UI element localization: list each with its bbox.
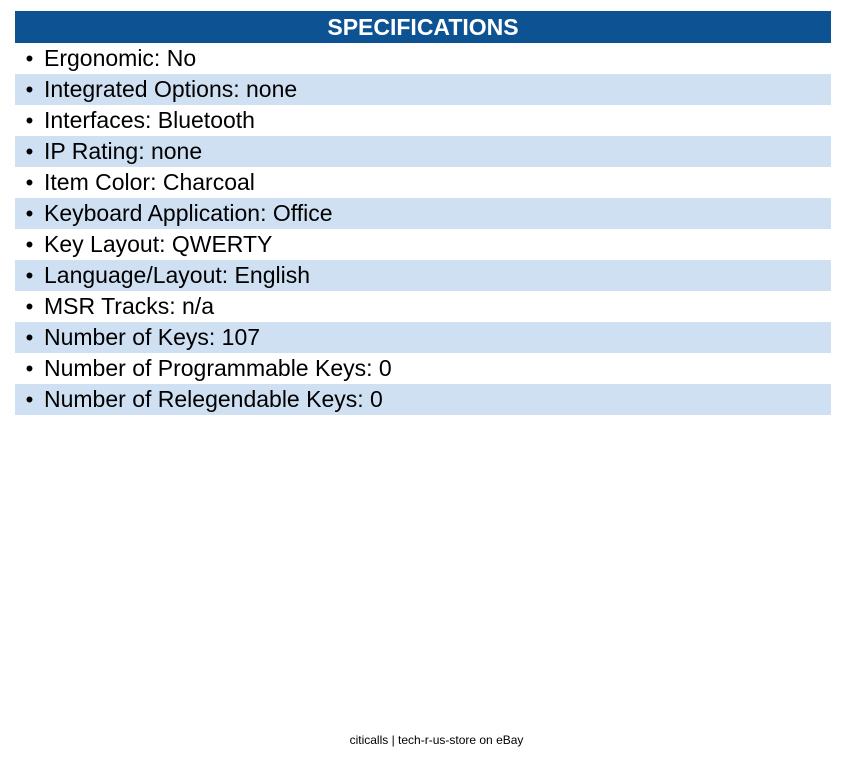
spec-text: Item Color: Charcoal: [44, 169, 255, 195]
spec-item: • Ergonomic: No: [15, 43, 831, 74]
bullet-icon: •: [25, 356, 34, 381]
spec-text: Key Layout: QWERTY: [44, 231, 273, 257]
bullet-icon: •: [25, 263, 34, 288]
spec-item: • Language/Layout: English: [15, 260, 831, 291]
bullet-icon: •: [25, 170, 34, 195]
spec-text: MSR Tracks: n/a: [44, 293, 214, 319]
spec-item: • Keyboard Application: Office: [15, 198, 831, 229]
spec-list: • Ergonomic: No • Integrated Options: none…: [15, 43, 831, 415]
footer-credit: citicalls | tech-r-us-store on eBay: [349, 733, 524, 747]
spec-item: • Number of Programmable Keys: 0: [15, 353, 831, 384]
spec-item: • Number of Relegendable Keys: 0: [15, 384, 831, 415]
spec-text: Number of Keys: 107: [44, 324, 261, 350]
spec-item: • Item Color: Charcoal: [15, 167, 831, 198]
spec-text: Integrated Options: none: [44, 76, 298, 102]
spec-text: Keyboard Application: Office: [44, 200, 333, 226]
bullet-icon: •: [25, 294, 34, 319]
spec-item: • Key Layout: QWERTY: [15, 229, 831, 260]
spec-text: Language/Layout: English: [44, 262, 310, 288]
bullet-icon: •: [25, 46, 34, 71]
specifications-header: SPECIFICATIONS: [15, 11, 831, 43]
bullet-icon: •: [25, 325, 34, 350]
bullet-icon: •: [25, 77, 34, 102]
spec-item: • MSR Tracks: n/a: [15, 291, 831, 322]
spec-text: Ergonomic: No: [44, 45, 197, 71]
spec-text: IP Rating: none: [44, 138, 203, 164]
spec-item: • IP Rating: none: [15, 136, 831, 167]
spec-text: Number of Relegendable Keys: 0: [44, 386, 383, 412]
bullet-icon: •: [25, 232, 34, 257]
spec-item: • Number of Keys: 107: [15, 322, 831, 353]
bullet-icon: •: [25, 201, 34, 226]
spec-item: • Integrated Options: none: [15, 74, 831, 105]
bullet-icon: •: [25, 387, 34, 412]
bullet-icon: •: [25, 108, 34, 133]
bullet-icon: •: [25, 139, 34, 164]
spec-item: • Interfaces: Bluetooth: [15, 105, 831, 136]
spec-text: Number of Programmable Keys: 0: [44, 355, 392, 381]
spec-text: Interfaces: Bluetooth: [44, 107, 255, 133]
